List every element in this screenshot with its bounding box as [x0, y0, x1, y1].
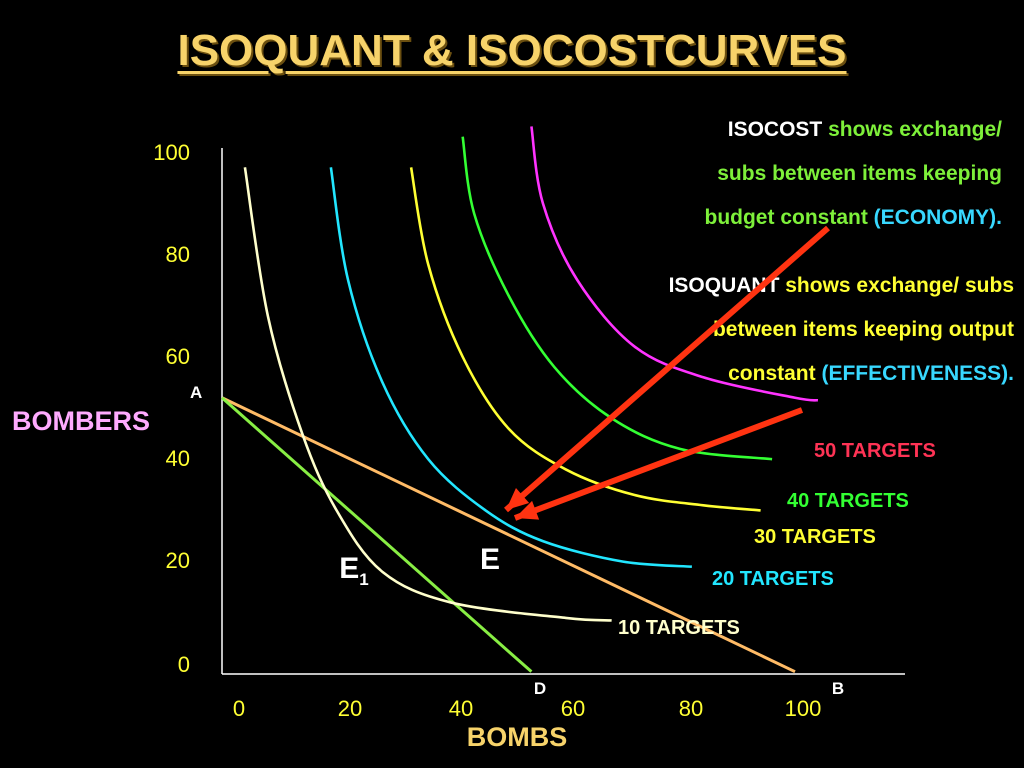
axes	[221, 148, 905, 675]
x-tick-label: 20	[338, 696, 362, 721]
y-tick-label: 60	[166, 344, 190, 369]
x-tick-label: 80	[679, 696, 703, 721]
point-label-a: A	[190, 383, 202, 402]
isocost-note: ISOCOST shows exchange/ subs between ite…	[582, 108, 1003, 240]
point-label-d: D	[534, 679, 546, 698]
axis-ticks: 0 20 40 60 80 100 100 80 60 40 20 0	[153, 140, 821, 721]
isoquant-paren: (EFFECTIVENESS).	[821, 362, 1014, 385]
isoquant-curve-10-targets	[243, 167, 612, 622]
point-labels: A B D E E1	[190, 383, 844, 698]
slide-title: ISOQUANT & ISOCOSTCURVES	[177, 26, 847, 75]
isocost-arrow	[504, 225, 830, 513]
isoquant-curve-50-targets	[530, 126, 819, 402]
series-labels: 50 TARGETS 40 TARGETS 30 TARGETS 20 TARGETS…	[618, 440, 936, 639]
y-tick-label: 100	[153, 140, 190, 165]
y-tick-label: 40	[166, 446, 190, 471]
isocost-lines	[221, 396, 796, 674]
isoquant-curve-40-targets	[461, 136, 773, 461]
isoquant-text-1: shows exchange/ subs	[785, 274, 1014, 297]
x-tick-label: 40	[449, 696, 473, 721]
series-label-50-targets: 50 TARGETS	[814, 440, 936, 462]
isoquant-curve-30-targets	[409, 167, 761, 512]
isocost-text-2: subs between items keeping	[717, 162, 1002, 185]
y-axis-label: BOMBERS	[12, 406, 150, 436]
isocost-term: ISOCOST	[727, 118, 823, 141]
annotation-arrows	[504, 225, 830, 521]
series-label-40-targets: 40 TARGETS	[787, 490, 909, 512]
x-tick-label: 0	[233, 696, 245, 721]
point-label-e: E	[480, 543, 500, 576]
x-tick-label: 100	[785, 696, 822, 721]
isocost-text-3: budget constant	[704, 206, 868, 229]
y-tick-label: 80	[166, 242, 190, 267]
isocost-text-1: shows exchange/	[828, 118, 1002, 141]
point-label-e1: E1	[339, 552, 368, 589]
isocost-line-AD	[221, 396, 533, 673]
isoquant-curves	[243, 126, 819, 622]
point-label-b: B	[832, 679, 844, 698]
isoquant-arrow-head	[515, 500, 540, 520]
series-label-10-targets: 10 TARGETS	[618, 617, 740, 639]
isoquant-text-3: constant	[728, 362, 816, 385]
y-tick-label: 20	[166, 548, 190, 573]
isoquant-text-2: between items keeping output	[712, 318, 1014, 341]
isocost-paren: (ECONOMY).	[873, 206, 1002, 229]
isoquant-arrow	[513, 407, 804, 521]
series-label-30-targets: 30 TARGETS	[754, 526, 876, 548]
x-tick-label: 60	[561, 696, 585, 721]
y-tick-label: 0	[178, 652, 190, 677]
isocost-arrow-head	[506, 487, 530, 510]
isoquant-curve-20-targets	[329, 167, 692, 569]
series-label-20-targets: 20 TARGETS	[712, 568, 834, 590]
isocost-line-AB	[221, 396, 796, 674]
x-axis-label: BOMBS	[467, 722, 568, 752]
